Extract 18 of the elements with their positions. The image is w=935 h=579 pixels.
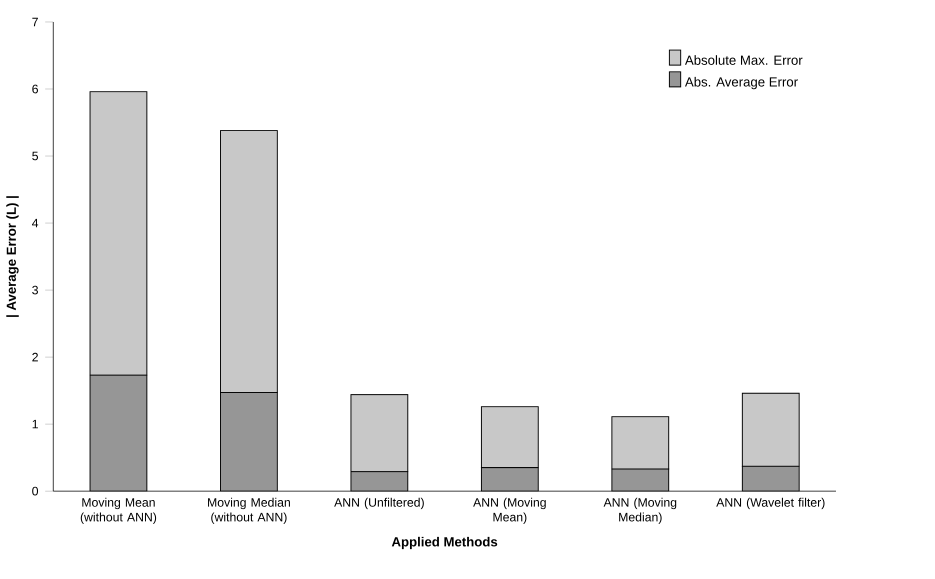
- legend-label: Abs. Average Error: [684, 76, 798, 90]
- y-axis-title: | Average Error (L) |: [6, 196, 19, 317]
- y-tick-label: 0: [32, 486, 38, 496]
- x-axis-title: Applied Methods: [392, 536, 498, 550]
- y-tick-label: 2: [32, 352, 38, 362]
- x-tick-label: ANN (Moving Median): [604, 498, 676, 524]
- y-tick-label: 5: [32, 152, 38, 160]
- y-tick-label: 6: [32, 84, 38, 94]
- x-tick-label: ANN (Wavelet filter): [716, 498, 825, 510]
- y-tick-label: 4: [32, 218, 38, 228]
- x-tick-label: Moving Mean (without ANN): [80, 498, 156, 524]
- y-tick-label: 1: [32, 420, 38, 428]
- x-tick-label: ANN (Unfiltered): [334, 498, 424, 510]
- x-tick-label: Moving Median (without ANN): [208, 498, 290, 524]
- y-tick-label: 3: [32, 286, 38, 294]
- x-tick-label: ANN (Moving Mean): [473, 498, 546, 524]
- legend-label: Absolute Max. Error: [684, 55, 802, 65]
- y-tick-label: 7: [32, 18, 38, 26]
